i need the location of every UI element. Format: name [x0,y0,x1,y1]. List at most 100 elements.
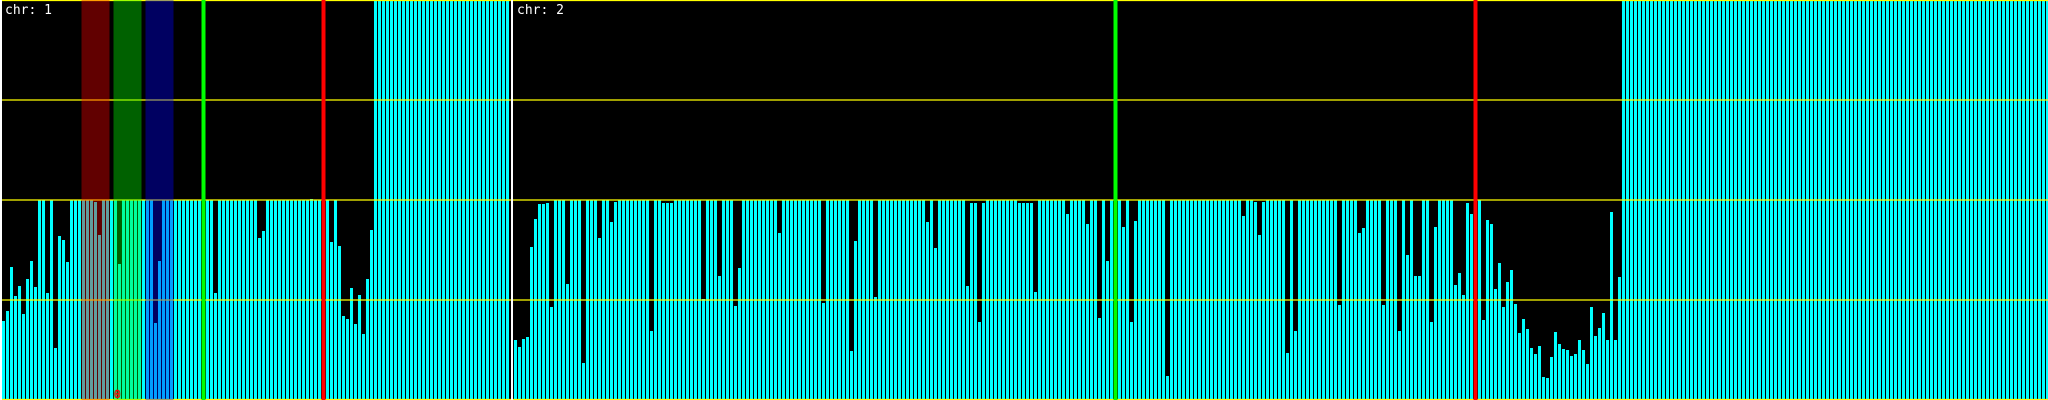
bar [1458,273,1461,400]
bar [1498,263,1501,400]
bar [778,233,781,400]
bar [702,299,705,400]
bar [850,351,853,400]
bar [982,203,985,400]
bar [546,203,549,400]
bar [582,363,585,400]
bar [262,231,265,400]
bar [1482,320,1485,400]
bar [1582,350,1585,400]
bar [1362,228,1365,400]
bar [258,238,261,400]
bar [518,347,521,400]
bar [970,203,973,400]
bar [1430,322,1433,400]
bar [1526,329,1529,400]
bar [526,337,529,400]
bar [1518,333,1521,400]
bar [58,236,61,400]
bar [854,241,857,400]
bar [1066,214,1069,400]
bar [1542,377,1545,400]
bar [1546,378,1549,400]
bar [1018,203,1021,400]
bar [354,324,357,400]
bar [662,203,665,400]
bar [22,314,25,400]
bar [330,242,333,400]
bar [1258,235,1261,400]
bar [1242,216,1245,400]
bar [1098,318,1101,400]
bar [926,222,929,400]
bar [54,348,57,400]
bar [1406,255,1409,400]
bar [94,202,97,400]
bar [1470,214,1473,400]
bar [18,286,21,400]
bar [46,293,49,400]
bar [362,334,365,400]
bar [1510,270,1513,400]
bar [1398,331,1401,400]
bar [534,219,537,400]
bar [34,287,37,400]
bar [1418,276,1421,400]
bar [350,288,353,400]
bar [666,203,669,400]
bar [1262,202,1265,400]
bar [1338,305,1341,400]
bar [358,295,361,400]
bar [542,204,545,400]
bar [1486,220,1489,400]
bar [598,238,601,400]
bar [978,322,981,400]
bar [1494,289,1497,400]
bar [566,284,569,400]
bar [214,293,217,400]
bar [718,276,721,400]
bar [1566,350,1569,400]
marker-line [201,0,206,400]
bar [1086,224,1089,400]
highlight-band [113,0,142,400]
bar [1286,353,1289,400]
bar [1610,212,1613,400]
bar [1106,261,1109,400]
bar [670,203,673,400]
bar [738,268,741,400]
bar [1134,221,1137,400]
panel-label-chr1: chr: 1 [5,3,52,18]
highlight-band [81,0,110,400]
bar [370,230,373,400]
bar [822,303,825,400]
bar [1550,357,1553,400]
bar [1414,276,1417,400]
marker-line [1113,0,1118,400]
bar [514,340,517,400]
bar [1570,356,1573,400]
bar [1538,346,1541,400]
bar [1554,332,1557,400]
bar [522,339,525,400]
bar [1586,364,1589,400]
bar [1514,304,1517,400]
bar [2,321,5,400]
bar [530,247,533,400]
bar [874,297,877,400]
bar [1026,203,1029,400]
bar [1122,227,1125,400]
bar [1602,313,1605,400]
bar [338,246,341,400]
bar [1030,203,1033,400]
marker-line [1473,0,1478,400]
panel-separator [511,0,513,400]
bar [1562,349,1565,400]
bar [62,240,65,400]
bar [158,261,161,400]
bar [1294,331,1297,400]
bar [610,222,613,400]
bar [1454,285,1457,400]
